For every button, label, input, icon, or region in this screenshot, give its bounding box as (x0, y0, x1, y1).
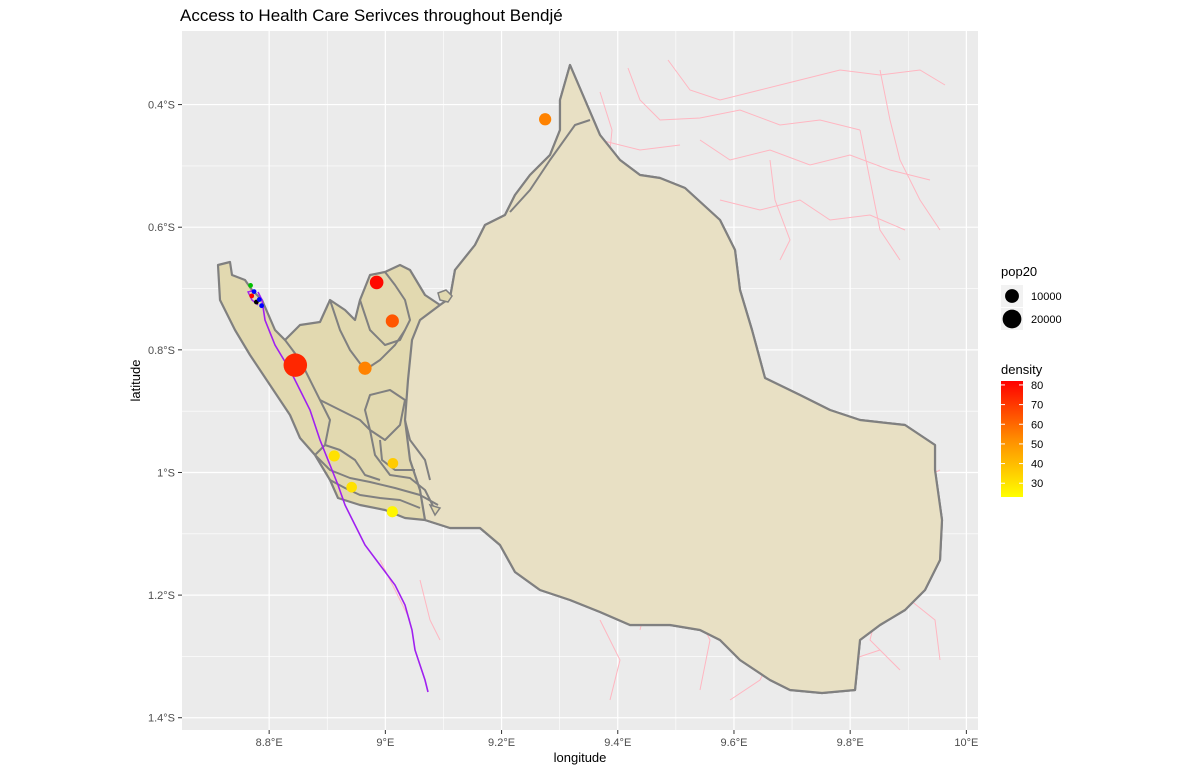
size-legend-dot (1005, 289, 1019, 303)
color-tick-label: 40 (1031, 459, 1043, 471)
y-tick-label: 1.4°S (148, 713, 175, 725)
road-line (599, 619, 621, 701)
road-line (859, 129, 901, 261)
district-east (403, 63, 944, 695)
island (437, 289, 453, 303)
population-point (328, 450, 340, 462)
size-legend-label: 20000 (1031, 314, 1062, 326)
district-boundary (359, 271, 411, 346)
district-boundary (314, 454, 439, 506)
population-point (385, 314, 399, 328)
y-tick-label: 0.8°S (148, 345, 175, 357)
health-facility-marker (248, 283, 253, 288)
district-boundary (319, 399, 436, 511)
population-point (369, 275, 384, 290)
road-line (879, 69, 941, 231)
population-points-layer (283, 113, 552, 518)
x-tick-label: 9.8°E (837, 737, 864, 749)
district-boundary (509, 119, 591, 213)
population-point (386, 506, 398, 518)
y-axis-title: latitude (128, 360, 143, 402)
region-layer (216, 63, 944, 695)
x-tick-label: 9.6°E (720, 737, 747, 749)
population-point (387, 457, 399, 469)
color-tick-label: 60 (1031, 419, 1043, 431)
road-line (379, 559, 411, 621)
size-legend-dot (1002, 309, 1022, 329)
population-point (358, 361, 372, 375)
x-tick-label: 8.8°E (256, 737, 283, 749)
x-tick-label: 9.4°E (604, 737, 631, 749)
x-tick-label: 9.2°E (488, 737, 515, 749)
district-boundary (364, 389, 406, 441)
district-boundary (324, 444, 381, 481)
color-legend-title: density (1001, 362, 1043, 377)
road-line (667, 59, 946, 101)
population-point (283, 353, 308, 377)
road-line (719, 199, 906, 231)
color-tick-label: 80 (1031, 380, 1043, 392)
y-tick-label: 1°S (157, 467, 175, 479)
size-legend-title: pop20 (1001, 264, 1037, 279)
road-line (769, 159, 791, 261)
road-line (909, 599, 941, 661)
x-tick-label: 10°E (954, 737, 978, 749)
x-tick-label: 9°E (376, 737, 394, 749)
district-boundary (329, 479, 421, 509)
health-facility-marker (259, 303, 264, 309)
population-point (346, 481, 357, 493)
health-facilities-layer (248, 283, 264, 309)
size-legend-label: 10000 (1031, 291, 1062, 303)
color-tick-label: 50 (1031, 439, 1043, 451)
page-title: Access to Health Care Serivces throughou… (180, 6, 563, 25)
x-axis-title: longitude (554, 750, 607, 765)
health-facility-marker (256, 297, 262, 302)
health-facility-marker (249, 293, 255, 299)
road-line (699, 139, 931, 181)
color-bar (1001, 381, 1023, 497)
y-tick-label: 0.4°S (148, 100, 175, 112)
road-line (627, 67, 861, 131)
axes: 8.8°E 9°E 9.2°E 9.4°E 9.6°E 9.8°E 10°E 0.4°S 0.6… (148, 100, 978, 749)
road-line (599, 139, 681, 151)
road-line (419, 579, 441, 641)
population-point (539, 113, 552, 126)
legend: pop20 density 10000 20000 80 70 60 50 40 30 (1001, 264, 1062, 497)
district-boundary (404, 419, 431, 481)
health-facility-marker (251, 289, 257, 294)
color-tick-label: 70 (1031, 400, 1043, 412)
island (428, 503, 442, 517)
river-path (257, 291, 429, 693)
y-tick-label: 0.6°S (148, 222, 175, 234)
y-tick-label: 1.2°S (148, 590, 175, 602)
color-tick-label: 30 (1031, 478, 1043, 490)
